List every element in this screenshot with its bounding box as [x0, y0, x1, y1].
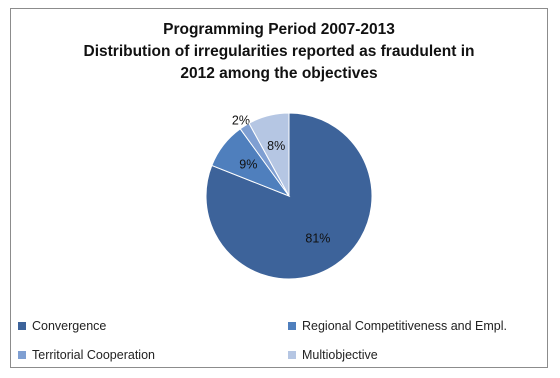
pie-label-convergence: 81%	[305, 232, 330, 246]
chart-frame: Programming Period 2007-2013 Distributio…	[10, 8, 548, 368]
pie-slice-convergence	[205, 112, 373, 280]
pie-chart: 81% 9% 2% 8%	[205, 112, 373, 280]
pie-label-multiobjective: 8%	[267, 139, 285, 153]
chart-title-line-2: Distribution of irregularities reported …	[83, 43, 475, 60]
chart-title-line-1: Programming Period 2007-2013	[163, 21, 395, 38]
pie-label-territorial-cooperation: 2%	[232, 113, 250, 127]
pie-slice-multiobjective	[248, 112, 290, 197]
pie-label-regional-competitiveness-and-empl: 9%	[239, 157, 257, 171]
chart-title: Programming Period 2007-2013 Distributio…	[11, 19, 547, 85]
chart-title-line-3: 2012 among the objectives	[180, 65, 378, 82]
